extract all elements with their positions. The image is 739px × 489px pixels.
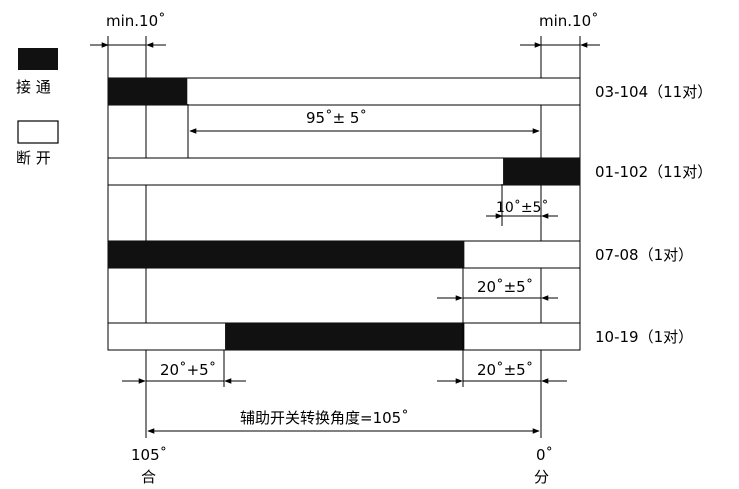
contact-row-2-band	[107, 157, 581, 186]
dimension-95-label: 95˚± 5˚	[306, 109, 367, 127]
legend-on-swatch	[18, 48, 58, 70]
legend-off-swatch	[17, 120, 59, 144]
total-travel-label: 辅助开关转换角度=105˚	[240, 409, 409, 427]
contact-rows: 03-104（11对） 01-102（11对） 07-08（1对） 10-19（1对）	[107, 77, 712, 351]
top-margin-right-label: min.10˚	[539, 12, 599, 30]
dimension-20-bottom: 20˚+5˚ 20˚±5˚	[122, 361, 567, 384]
dimension-20-row3-label: 20˚±5˚	[477, 278, 533, 296]
legend-off-label: 断 开	[16, 149, 51, 167]
start-state-label: 合	[141, 468, 156, 486]
start-angle-label: 105˚	[131, 446, 167, 464]
contact-row-4-on-segment-1	[225, 323, 465, 350]
contact-row-1-label: 03-104（11对）	[595, 83, 712, 101]
total-travel-dimension: 辅助开关转换角度=105˚	[147, 409, 540, 434]
end-state-label: 分	[534, 468, 549, 486]
dimension-95: 95˚± 5˚	[189, 109, 540, 134]
end-angle-label: 0˚	[536, 446, 553, 464]
legend-on-label: 接 通	[16, 78, 51, 96]
contact-row-3-on-segment-1	[108, 241, 465, 268]
contact-row-2-on-segment-1	[503, 158, 580, 185]
top-margin-left-label: min.10˚	[106, 12, 166, 30]
angle-axis-labels: 105˚ 合 0˚ 分	[131, 446, 553, 486]
dimension-20-row3: 20˚±5˚	[437, 278, 558, 301]
dimension-10-label: 10˚±5˚	[496, 199, 548, 216]
contact-row-1-on-segment-1	[108, 78, 188, 105]
dimension-20-bottom-left-label: 20˚+5˚	[160, 361, 216, 379]
top-margin-dimensions: min.10˚ min.10˚	[90, 12, 600, 48]
segment-boundary-lines	[187, 104, 503, 387]
contact-row-4-label: 10-19（1对）	[595, 328, 693, 346]
contact-row-2-label: 01-102（11对）	[595, 163, 712, 181]
dimension-10: 10˚±5˚	[486, 199, 558, 219]
legend: 接 通 断 开	[16, 48, 59, 167]
contact-row-3-label: 07-08（1对）	[595, 246, 693, 264]
dimension-20-bottom-right-label: 20˚±5˚	[477, 361, 533, 379]
